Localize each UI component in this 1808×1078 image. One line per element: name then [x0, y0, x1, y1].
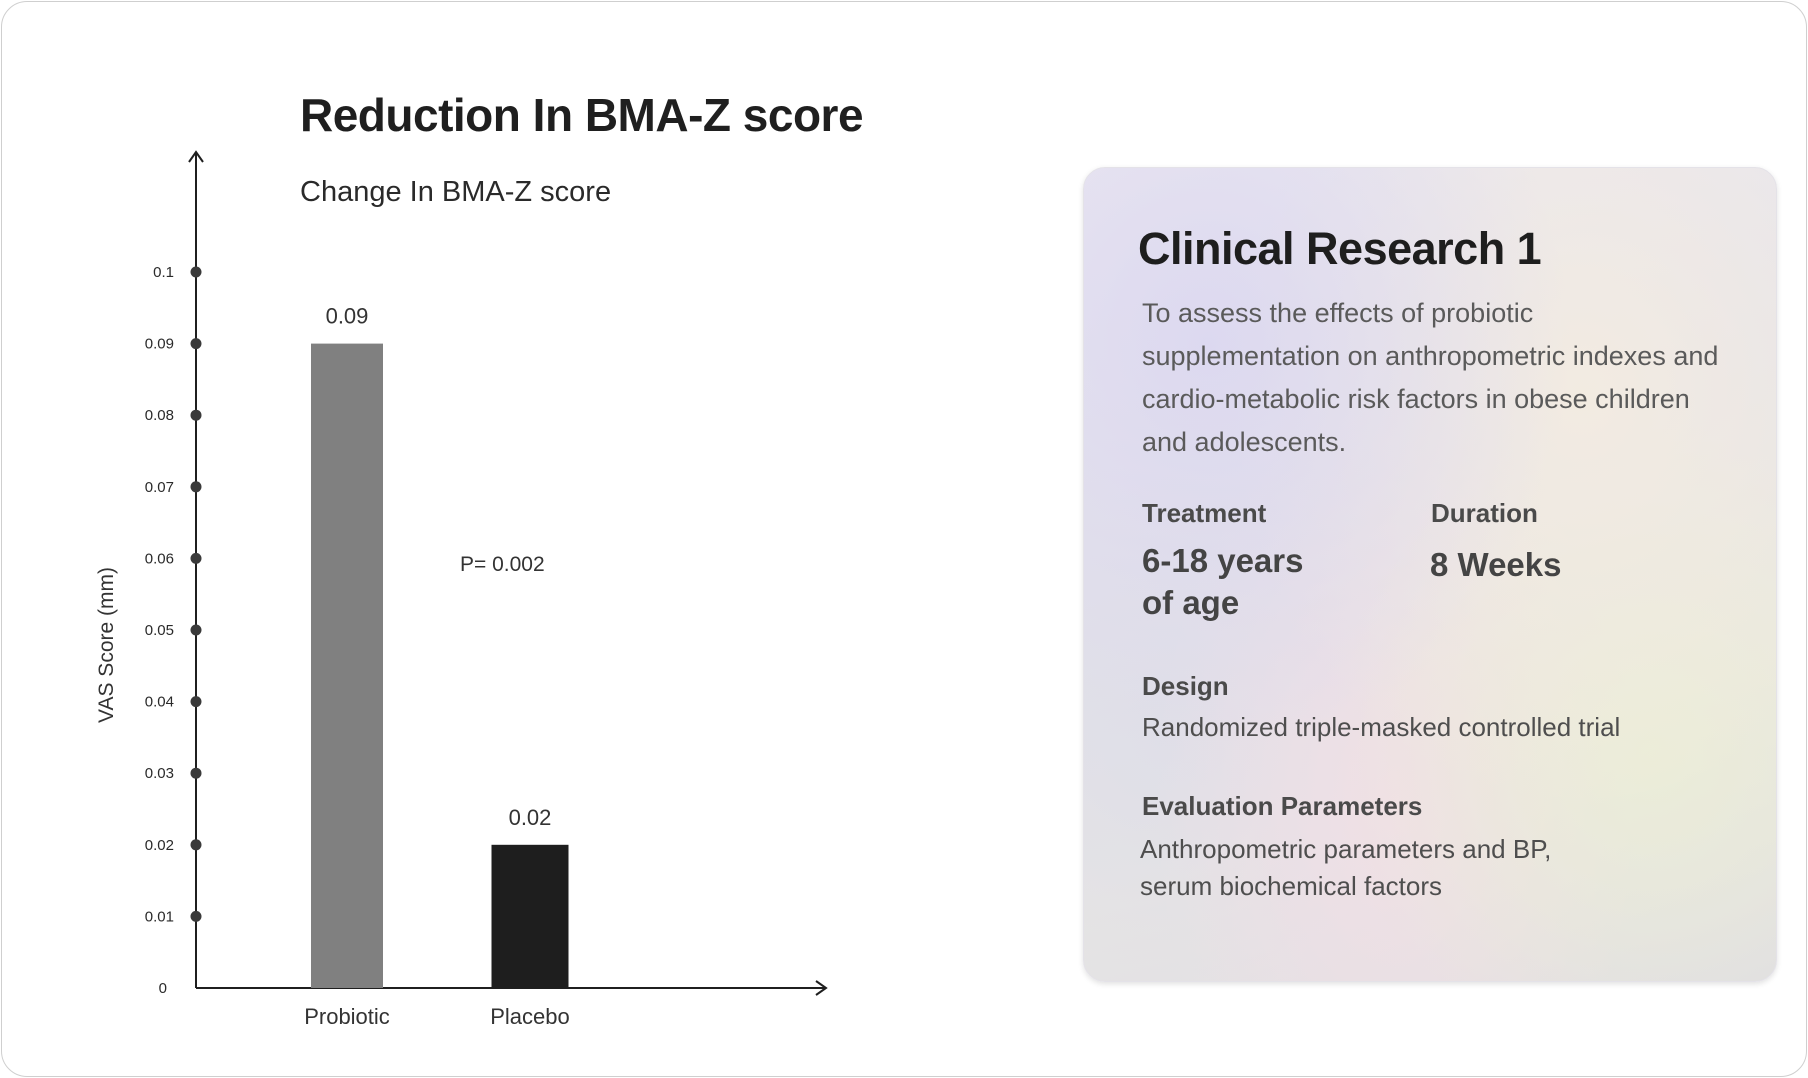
treatment-value-line1: 6-18 years: [1142, 542, 1304, 579]
bar-value-label: 0.02: [509, 805, 552, 830]
treatment-value-line2: of age: [1142, 584, 1240, 621]
y-axis-arrow: [188, 150, 204, 163]
treatment-label: Treatment: [1142, 498, 1267, 528]
y-tick-dot: [190, 552, 202, 564]
y-tick-dot: [190, 481, 202, 493]
chart-subtitle: Change In BMA-Z score: [300, 176, 612, 208]
y-tick-dot: [190, 338, 202, 350]
y-tick-label: 0.06: [145, 550, 174, 567]
y-tick-dot: [190, 266, 202, 278]
research-card: Clinical Research 1 To assess the effect…: [1083, 167, 1777, 982]
evaluation-value-line1: Anthropometric parameters and BP,: [1140, 834, 1552, 864]
x-tick-label: Placebo: [490, 1004, 570, 1029]
x-axis-arrow: [815, 980, 828, 996]
y-tick-dot: [190, 624, 202, 636]
design-label: Design: [1142, 671, 1229, 701]
bar-probiotic: [311, 343, 383, 989]
duration-value: 8 Weeks: [1430, 546, 1562, 583]
y-tick-label: 0.09: [145, 336, 174, 353]
y-tick-label: 0.07: [145, 479, 174, 496]
chart-title: Reduction In BMA-Z score: [300, 89, 864, 141]
y-tick-label: 0.01: [145, 908, 174, 925]
x-tick-label: Probiotic: [304, 1004, 390, 1029]
y-tick-dot: [190, 696, 202, 708]
y-tick-dot: [190, 767, 202, 779]
bar-placebo: [491, 844, 569, 988]
bar-value-label: 0.09: [326, 304, 369, 329]
y-axis-title: VAS Score (mm): [95, 567, 118, 723]
y-tick-label: 0.03: [145, 765, 174, 782]
y-tick-label: 0: [159, 980, 167, 997]
card-title: Clinical Research 1: [1138, 223, 1542, 274]
evaluation-value-line2: serum biochemical factors: [1140, 871, 1442, 901]
duration-label: Duration: [1431, 498, 1538, 528]
y-tick-label: 0.02: [145, 837, 174, 854]
card-description: To assess the effects of probiotic suppl…: [1142, 298, 1719, 457]
design-value: Randomized triple-masked controlled tria…: [1142, 712, 1621, 742]
y-tick-dot: [190, 409, 202, 421]
y-tick-label: 0.04: [145, 694, 174, 711]
y-tick-dot: [190, 839, 202, 851]
y-tick-label: 0.05: [145, 622, 174, 639]
p-value-annotation: P= 0.002: [460, 553, 545, 576]
y-tick-dot: [190, 910, 202, 922]
y-tick-label: 0.1: [153, 264, 174, 281]
y-tick-label: 0.08: [145, 407, 174, 424]
evaluation-label: Evaluation Parameters: [1142, 791, 1423, 821]
